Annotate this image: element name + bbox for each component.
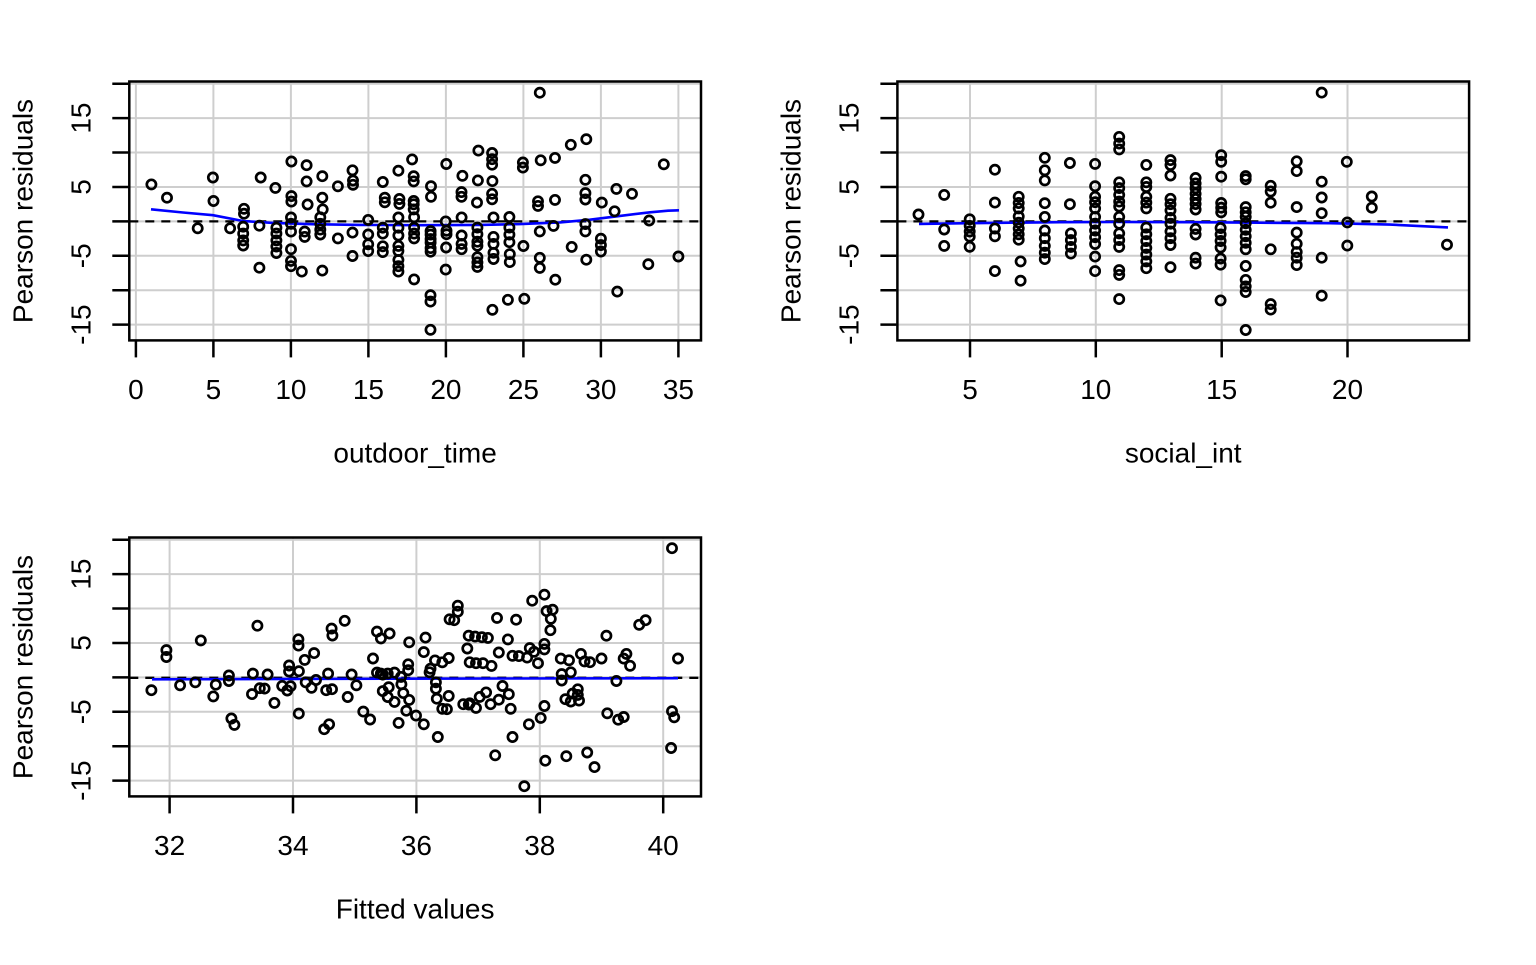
svg-text:5: 5	[66, 635, 97, 651]
svg-text:5: 5	[66, 179, 97, 195]
svg-text:-5: -5	[66, 699, 97, 724]
svg-text:outdoor_time: outdoor_time	[333, 437, 496, 468]
svg-text:social_int: social_int	[1125, 437, 1242, 468]
svg-text:5: 5	[206, 374, 222, 405]
svg-text:Pearson residuals: Pearson residuals	[7, 99, 38, 323]
svg-text:0: 0	[128, 374, 144, 405]
svg-text:34: 34	[277, 830, 308, 861]
svg-text:10: 10	[275, 374, 306, 405]
svg-text:20: 20	[430, 374, 461, 405]
svg-text:15: 15	[66, 559, 97, 590]
svg-text:-5: -5	[66, 243, 97, 268]
svg-text:Pearson residuals: Pearson residuals	[776, 99, 807, 323]
svg-text:30: 30	[585, 374, 616, 405]
svg-text:15: 15	[66, 103, 97, 134]
svg-text:36: 36	[401, 830, 432, 861]
svg-text:-15: -15	[66, 760, 97, 800]
svg-text:-15: -15	[66, 304, 97, 344]
svg-text:32: 32	[154, 830, 185, 861]
svg-text:35: 35	[663, 374, 694, 405]
svg-text:40: 40	[648, 830, 679, 861]
svg-text:15: 15	[834, 103, 865, 134]
svg-text:20: 20	[1332, 374, 1363, 405]
svg-text:10: 10	[1080, 374, 1111, 405]
svg-text:25: 25	[508, 374, 539, 405]
svg-text:Pearson residuals: Pearson residuals	[7, 555, 38, 779]
svg-text:15: 15	[1206, 374, 1237, 405]
svg-text:5: 5	[834, 179, 865, 195]
svg-text:-5: -5	[834, 243, 865, 268]
svg-text:38: 38	[524, 830, 555, 861]
svg-text:Fitted values: Fitted values	[336, 893, 495, 924]
svg-text:-15: -15	[834, 304, 865, 344]
svg-text:15: 15	[353, 374, 384, 405]
svg-text:5: 5	[962, 374, 978, 405]
